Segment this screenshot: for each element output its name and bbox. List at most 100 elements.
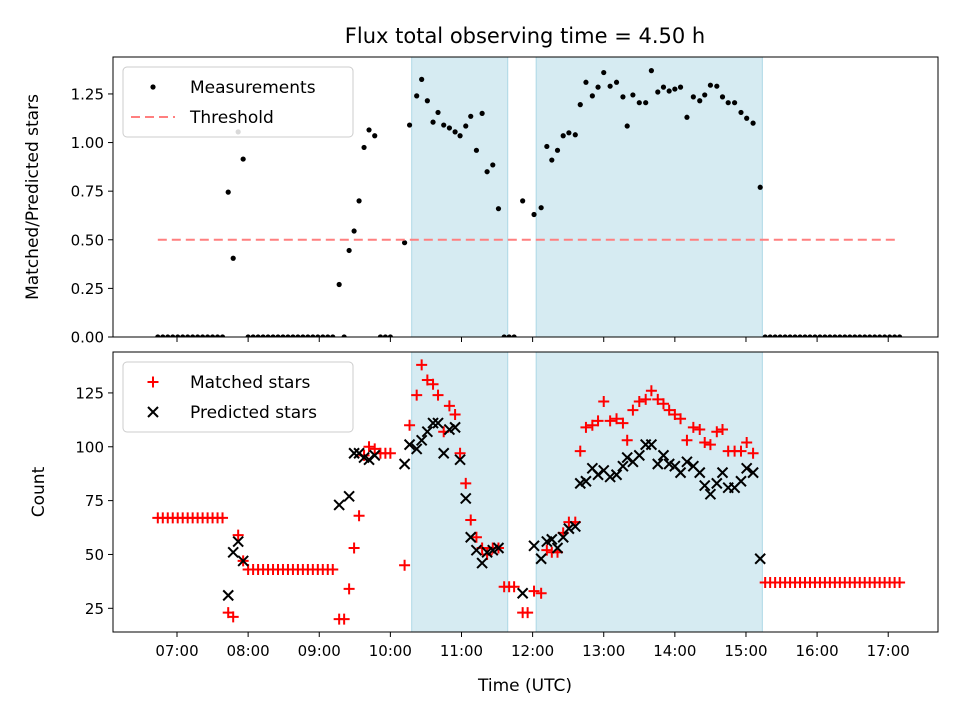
measurement-point — [757, 184, 763, 190]
measurement-point — [468, 113, 474, 119]
measurement-point — [892, 334, 898, 337]
measurement-point — [877, 334, 883, 337]
matched-star-point — [894, 576, 906, 588]
y-tick-label: 0.25 — [71, 280, 104, 298]
predicted-star-point — [645, 438, 658, 451]
matched-star-point — [675, 413, 687, 425]
measurement-point — [219, 334, 226, 337]
measurement-point — [589, 93, 595, 99]
legend-entry-label: Matched stars — [190, 373, 310, 393]
measurement-point — [336, 281, 342, 288]
matched-star-point — [586, 419, 598, 431]
matched-star-point — [611, 413, 623, 425]
predicted-star-point — [716, 466, 729, 479]
ratio-panel: 0.00 0.25 0.50 0.75 1.00 1.25 Matched/Predicte… — [23, 56, 939, 347]
matched-star-point — [411, 389, 423, 401]
matched-star-point — [663, 404, 675, 416]
predicted-star-point — [694, 466, 706, 479]
predicted-star-point — [604, 471, 616, 483]
measurement-point — [170, 334, 176, 337]
y-tick-label: 75 — [85, 492, 104, 510]
measurement-point — [209, 334, 216, 337]
predicted-star-point — [535, 553, 547, 565]
matched-star-point — [681, 434, 693, 446]
measurement-point — [572, 132, 578, 138]
predicted-star-point — [569, 520, 581, 533]
measurement-point — [896, 334, 903, 337]
x-tick-label: 16:00 — [795, 642, 838, 660]
measurement-point — [250, 334, 256, 337]
matched-star-point — [522, 607, 534, 619]
measurement-point — [495, 206, 502, 212]
x-tick-label: 08:00 — [227, 642, 270, 660]
matched-star-point — [669, 408, 681, 420]
measurement-point — [613, 79, 620, 85]
measurement-point — [180, 334, 186, 337]
measurement-point — [506, 334, 512, 337]
measurement-point — [185, 334, 191, 337]
observing-interval — [535, 351, 763, 633]
predicted-star-point — [492, 542, 505, 554]
measurement-point — [577, 102, 583, 108]
predicted-star-point — [348, 447, 360, 459]
y-tick-label: 125 — [75, 384, 104, 402]
matched-star-point — [645, 385, 657, 397]
count-panel: 07:00 08:00 09:00 10:00 11:00 12:00 13:00 14:00… — [29, 351, 939, 660]
measurement-point — [750, 120, 756, 126]
matched-star-point — [633, 396, 645, 408]
measurement-point — [807, 334, 813, 337]
measurement-point — [549, 157, 555, 163]
measurement-point — [325, 334, 331, 337]
measurement-point — [361, 144, 367, 151]
measurement-point — [435, 109, 441, 116]
predicted-star-point — [222, 589, 234, 602]
predicted-star-point — [421, 425, 434, 438]
predicted-star-point — [398, 458, 411, 470]
measurement-point — [290, 334, 296, 337]
measurement-point — [330, 334, 336, 337]
measurement-point — [672, 86, 678, 92]
plot-area — [152, 359, 906, 625]
y-tick-label: 0.50 — [71, 231, 104, 249]
measurement-point — [230, 255, 236, 261]
measurement-point — [320, 334, 326, 337]
matched-star-point — [604, 415, 616, 427]
measurement-point — [315, 334, 321, 337]
measurement-point — [857, 334, 863, 337]
measurement-point — [690, 94, 696, 100]
measurement-point — [366, 127, 372, 133]
measurement-point — [414, 93, 420, 99]
matched-star-point — [338, 613, 350, 625]
matched-star-point — [621, 434, 633, 446]
y-tick-label: 1.25 — [71, 85, 104, 103]
predicted-star-point — [610, 469, 623, 481]
x-tick-label: 13:00 — [582, 642, 625, 660]
measurement-point — [867, 334, 873, 337]
measurement-point — [655, 89, 661, 95]
measurement-point — [560, 133, 566, 139]
measurement-point — [270, 334, 276, 337]
measurement-point — [837, 334, 843, 337]
measurement-point — [531, 211, 537, 218]
measurement-point — [607, 83, 613, 89]
measurement-point — [630, 92, 636, 98]
measurement-point — [684, 114, 690, 120]
predicted-star-point — [754, 553, 766, 565]
y-tick-label: 1.00 — [71, 134, 104, 152]
measurement-point — [424, 98, 430, 104]
measurement-point — [225, 189, 231, 195]
legend-entry-label: Measurements — [190, 78, 316, 98]
measurement-point — [583, 79, 589, 85]
measurement-point — [406, 122, 413, 128]
predicted-star-point — [403, 438, 416, 451]
measurement-point — [175, 334, 181, 337]
matched-star-point — [363, 441, 375, 453]
matched-star-point — [427, 378, 439, 390]
measurement-point — [787, 334, 793, 337]
matched-star-point — [217, 512, 229, 524]
y-tick-label: 50 — [85, 546, 104, 564]
predicted-star-point — [674, 466, 687, 479]
matched-star-point — [735, 445, 747, 457]
predicted-star-point — [580, 475, 592, 487]
